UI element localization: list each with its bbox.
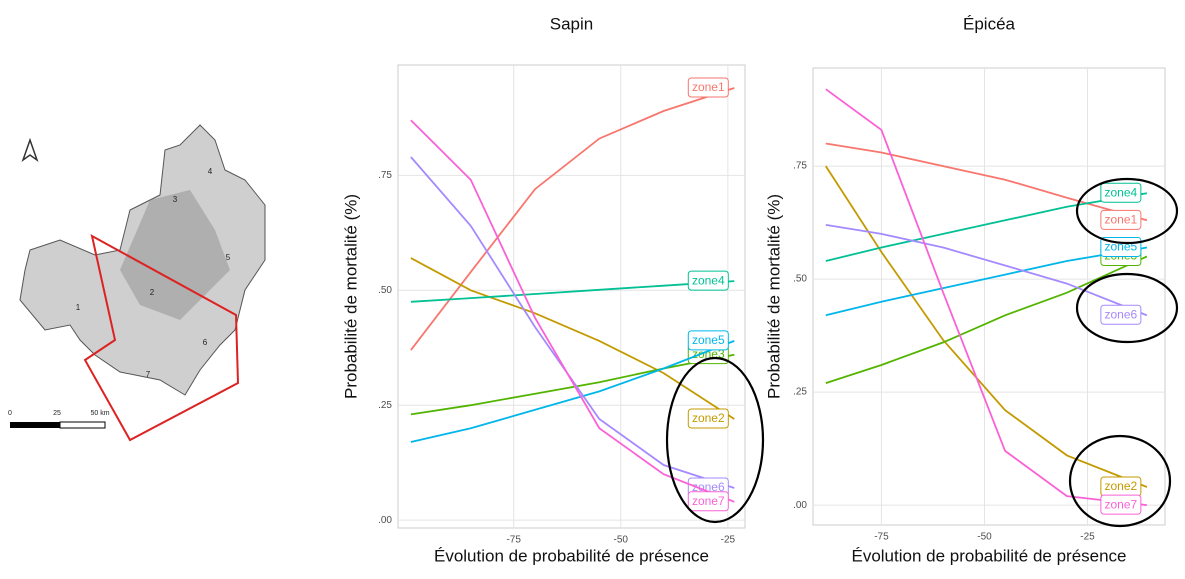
scale-label: 50 km bbox=[90, 410, 109, 417]
x-tick-label: -25 bbox=[1080, 532, 1095, 543]
series-label: zone1 bbox=[692, 80, 725, 94]
y-tick-label: .25 bbox=[793, 387, 807, 398]
x-tick-label: -75 bbox=[506, 535, 521, 546]
map-zone-label: 4 bbox=[208, 167, 213, 176]
scale-label: 0 bbox=[8, 410, 12, 417]
page: {"map": {"zone_labels": ["1", "2", "3", … bbox=[0, 0, 1185, 579]
map-zone-label: 7 bbox=[146, 370, 151, 379]
y-tick-label: .25 bbox=[378, 400, 392, 411]
scale-bar bbox=[10, 422, 60, 428]
y-axis-label: Probabilité de mortalité (%) bbox=[341, 194, 360, 399]
y-tick-label: .50 bbox=[378, 285, 392, 296]
series-label: zone2 bbox=[688, 409, 728, 428]
series-label: zone4 bbox=[692, 273, 725, 287]
x-tick-label: -50 bbox=[977, 532, 992, 543]
series-label: zone7 bbox=[688, 492, 728, 511]
figure: 1 2 3 4 5 6 7 0 25 50 km .00 .25 .50 .75 -75 -50 -25 Sapi… bbox=[0, 0, 1185, 574]
series-label: zone4 bbox=[1101, 183, 1141, 202]
series-label: zone2 bbox=[692, 411, 725, 425]
plot-area bbox=[398, 65, 745, 528]
series-label: zone2 bbox=[1101, 477, 1141, 496]
series-label: zone7 bbox=[1105, 497, 1138, 511]
chart-title: Sapin bbox=[550, 14, 593, 33]
map-zone-label: 6 bbox=[203, 338, 208, 347]
plot-area bbox=[813, 68, 1165, 525]
series-label: zone7 bbox=[692, 494, 725, 508]
series-label: zone7 bbox=[1101, 495, 1141, 514]
series-label: zone5 bbox=[692, 333, 725, 347]
series-label: zone2 bbox=[1105, 479, 1138, 493]
x-axis-label: Évolution de probabilité de présence bbox=[851, 546, 1126, 565]
x-tick-label: -25 bbox=[721, 535, 736, 546]
y-tick-label: .75 bbox=[378, 170, 392, 181]
series-label: zone1 bbox=[1105, 213, 1138, 227]
north-arrow bbox=[23, 140, 37, 160]
scale-bar bbox=[60, 422, 105, 428]
chart-title: Épicéa bbox=[963, 14, 1016, 33]
series-label: zone6 bbox=[1105, 307, 1138, 321]
map-zone-label: 2 bbox=[150, 288, 155, 297]
x-tick-label: -75 bbox=[874, 532, 889, 543]
series-label: zone1 bbox=[688, 78, 728, 97]
map-zone-label: 3 bbox=[173, 195, 178, 204]
map-zone-label: 5 bbox=[226, 253, 231, 262]
x-axis-label: Évolution de probabilité de présence bbox=[434, 546, 709, 565]
x-tick-label: -50 bbox=[614, 535, 629, 546]
scale-label: 25 bbox=[53, 410, 61, 417]
map bbox=[10, 125, 265, 440]
series-label: zone5 bbox=[688, 331, 728, 350]
y-axis-label: Probabilité de mortalité (%) bbox=[764, 194, 783, 399]
y-tick-label: .00 bbox=[793, 500, 807, 511]
series-label: zone4 bbox=[1105, 185, 1138, 199]
series-label: zone1 bbox=[1101, 210, 1141, 229]
series-label: zone4 bbox=[688, 271, 728, 290]
map-zone-label: 1 bbox=[76, 303, 81, 312]
y-tick-label: .75 bbox=[793, 161, 807, 172]
series-label: zone6 bbox=[1101, 305, 1141, 324]
y-tick-label: .00 bbox=[378, 515, 392, 526]
y-tick-label: .50 bbox=[793, 274, 807, 285]
